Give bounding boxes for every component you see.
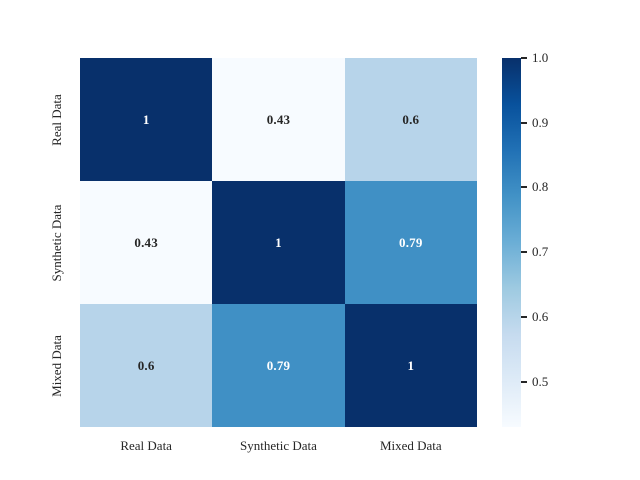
cell-value-label: 1 [275, 234, 282, 250]
x-tick-label: Real Data [120, 438, 172, 453]
y-tick-label: Synthetic Data [49, 204, 64, 281]
colorbar-tick-mark [521, 121, 527, 124]
cell-value-label: 1 [407, 357, 415, 373]
colorbar-tick-label: 0.7 [532, 244, 549, 260]
heatmap-cell: 1 [212, 181, 345, 304]
cell-value-label: 0.79 [266, 357, 291, 373]
colorbar-tick-mark [521, 315, 527, 318]
cell-value-label: 0.6 [137, 357, 155, 373]
heatmap-cell: 0.43 [212, 58, 345, 181]
colorbar-tick-label: 0.5 [532, 373, 549, 389]
cell-value-label: 1 [142, 111, 150, 127]
colorbar-tick-label: 0.9 [532, 114, 549, 130]
heatmap-cell: 0.43 [80, 181, 213, 304]
heatmap-cell: 0.6 [80, 304, 213, 427]
colorbar-tick-mark [521, 380, 527, 383]
y-tick-label: Mixed Data [49, 334, 64, 397]
heatmap-cell: 1 [344, 304, 477, 427]
heatmap-cell: 1 [80, 58, 213, 181]
heatmap-cell: 0.6 [344, 58, 477, 181]
cell-value-label: 0.43 [134, 234, 158, 250]
cell-value-label: 0.6 [402, 111, 420, 127]
x-tick-label: Synthetic Data [240, 438, 317, 453]
colorbar-tick-mark [521, 251, 527, 254]
colorbar-tick-mark [521, 57, 527, 59]
cell-value-label: 0.79 [399, 234, 423, 250]
colorbar-tick-label: 0.6 [532, 308, 549, 324]
colorbar-tick-label: 1.0 [532, 50, 549, 65]
x-tick-label: Mixed Data [379, 438, 442, 453]
colorbar [502, 58, 521, 427]
heatmap-cell: 0.79 [212, 304, 345, 427]
colorbar-tick-label: 0.8 [532, 179, 549, 195]
heatmap-grid: 1 0.43 0.6 0.43 1 0.79 0.6 0.79 1 [80, 58, 477, 427]
cell-value-label: 0.43 [266, 111, 291, 127]
y-tick-label: Real Data [49, 93, 64, 146]
colorbar-tick-mark [521, 186, 527, 189]
heatmap-cell: 0.79 [344, 181, 477, 304]
